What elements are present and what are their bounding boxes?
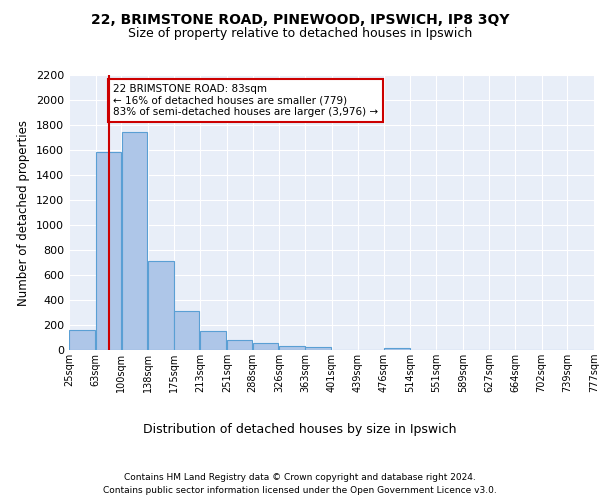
Text: Distribution of detached houses by size in Ipswich: Distribution of detached houses by size …	[143, 422, 457, 436]
Bar	[280, 346, 305, 350]
Bar	[148, 261, 173, 350]
Text: Size of property relative to detached houses in Ipswich: Size of property relative to detached ho…	[128, 28, 472, 40]
Text: Contains public sector information licensed under the Open Government Licence v3: Contains public sector information licen…	[103, 486, 497, 495]
Bar	[227, 340, 253, 350]
Bar	[200, 330, 226, 350]
Text: Contains HM Land Registry data © Crown copyright and database right 2024.: Contains HM Land Registry data © Crown c…	[124, 472, 476, 482]
Text: 22, BRIMSTONE ROAD, PINEWOOD, IPSWICH, IP8 3QY: 22, BRIMSTONE ROAD, PINEWOOD, IPSWICH, I…	[91, 12, 509, 26]
Bar	[384, 348, 410, 350]
Bar	[174, 310, 199, 350]
Y-axis label: Number of detached properties: Number of detached properties	[17, 120, 31, 306]
Text: 22 BRIMSTONE ROAD: 83sqm
← 16% of detached houses are smaller (779)
83% of semi-: 22 BRIMSTONE ROAD: 83sqm ← 16% of detach…	[113, 84, 378, 117]
Bar	[122, 132, 147, 350]
Bar	[69, 330, 95, 350]
Bar	[305, 347, 331, 350]
Bar	[96, 152, 121, 350]
Bar	[253, 343, 278, 350]
